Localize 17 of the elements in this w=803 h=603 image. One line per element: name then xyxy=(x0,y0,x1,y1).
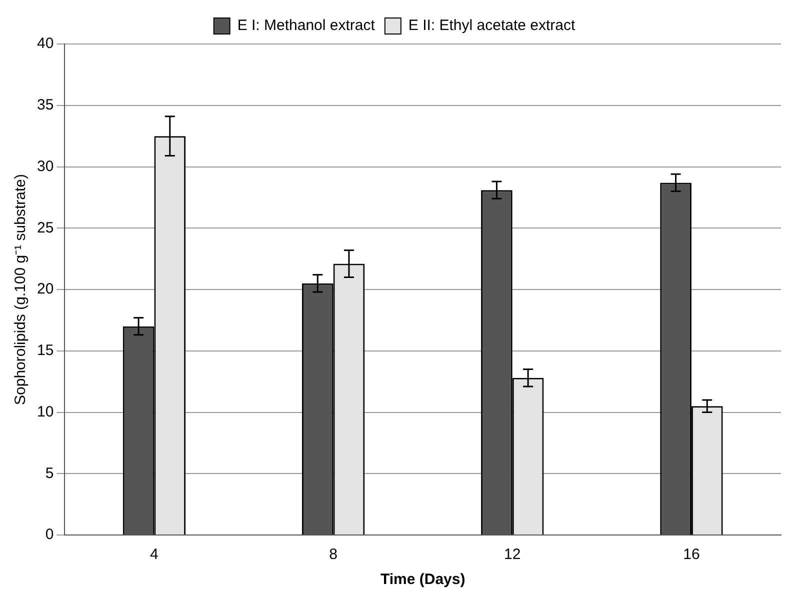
y-tick-label: 0 xyxy=(45,526,54,544)
y-tick-label: 30 xyxy=(36,158,54,175)
y-tick-label: 10 xyxy=(36,403,54,420)
y-tick-label: 25 xyxy=(36,219,54,236)
legend-label: E I: Methanol extract xyxy=(237,17,376,34)
legend-label: E II: Ethyl acetate extract xyxy=(408,17,576,34)
x-tick-label: 4 xyxy=(150,546,158,564)
y-tick-label: 20 xyxy=(36,280,54,298)
x-tick-label: 16 xyxy=(683,546,700,564)
y-tick-label: 35 xyxy=(36,96,54,114)
x-tick-label: 12 xyxy=(504,546,521,564)
y-tick-label: 5 xyxy=(45,464,54,482)
y-tick-label: 15 xyxy=(36,342,54,360)
x-axis-title: Time (Days) xyxy=(380,571,466,588)
x-tick-label: 8 xyxy=(329,546,338,564)
y-tick-label: 40 xyxy=(36,35,54,52)
y-axis-title: Sophorolipids (g.100 g⁻¹ substrate) xyxy=(12,174,30,405)
